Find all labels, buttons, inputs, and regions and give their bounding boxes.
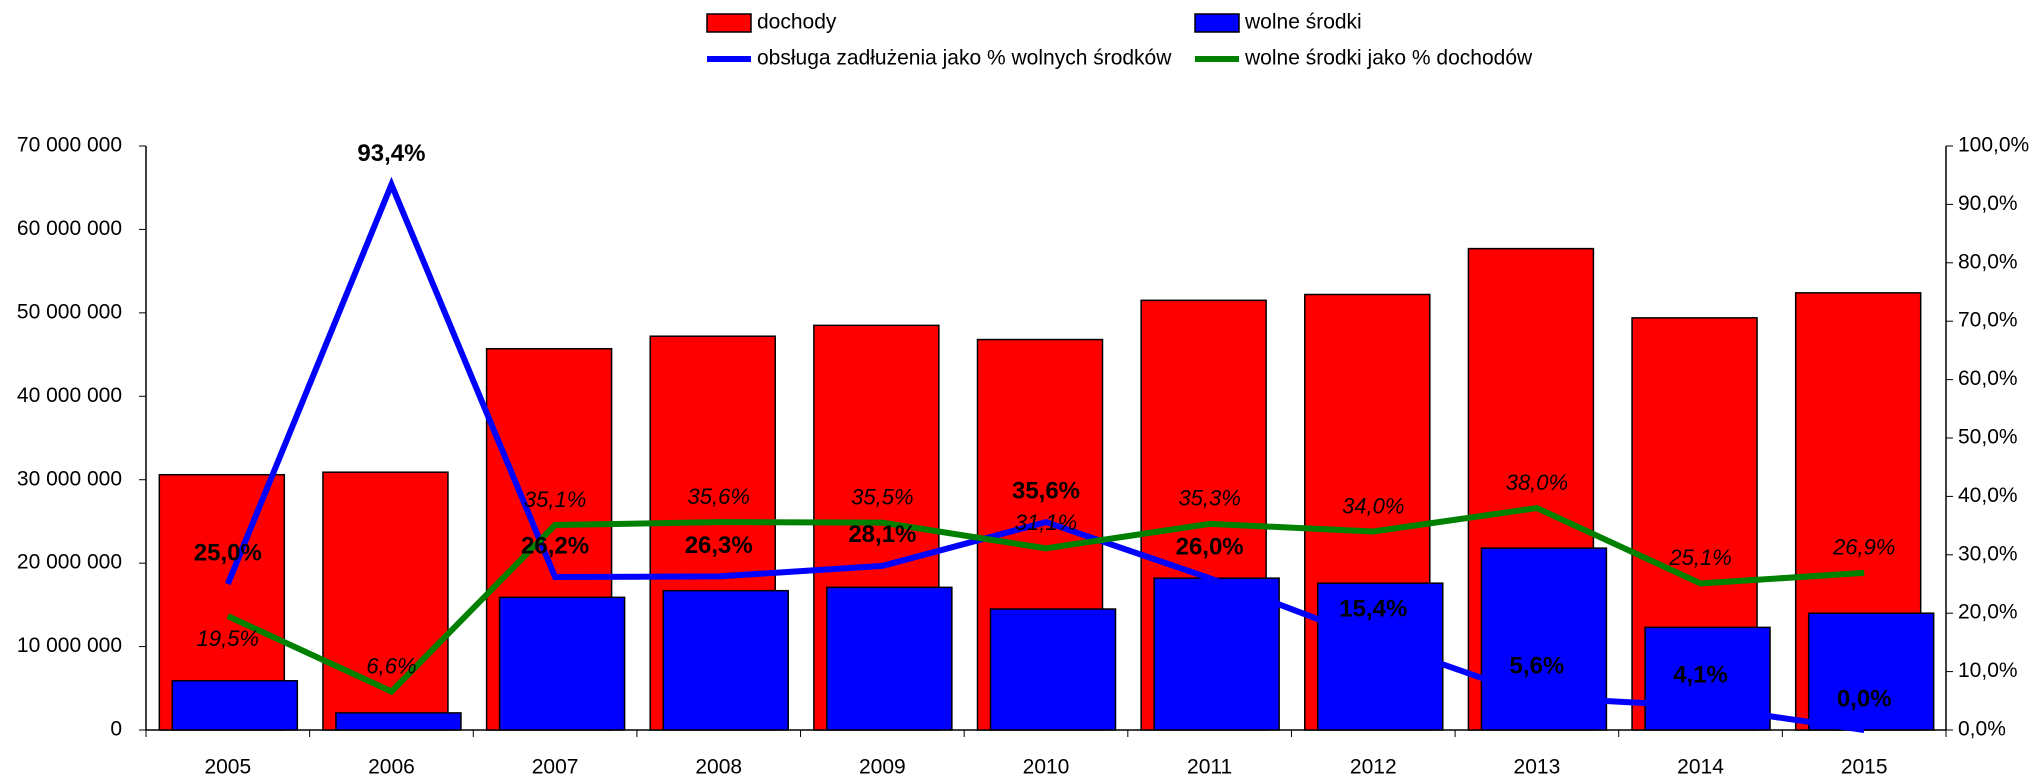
- data-label: 26,0%: [1176, 534, 1244, 561]
- data-label: 25,0%: [194, 539, 262, 566]
- data-label: 35,6%: [1012, 477, 1080, 504]
- legend-swatch: [706, 13, 752, 33]
- bar: [171, 680, 299, 731]
- legend-label: wolne środki jako % dochodów: [1244, 47, 1533, 70]
- y2-tick-label: 70,0%: [1958, 309, 2018, 332]
- y-tick-label: 60 000 000: [17, 217, 122, 240]
- bar: [662, 589, 789, 731]
- x-tick-label: 2014: [1677, 756, 1724, 779]
- bar: [498, 596, 626, 731]
- y2-tick-label: 80,0%: [1958, 250, 2018, 273]
- data-label: 6,6%: [366, 653, 416, 678]
- data-label: 5,6%: [1510, 653, 1565, 680]
- y2-tick-label: 90,0%: [1958, 192, 2018, 215]
- legend-label: wolne środki: [1244, 11, 1362, 34]
- y2-tick-label: 40,0%: [1958, 484, 2018, 507]
- bar: [335, 712, 462, 731]
- x-tick-label: 2007: [532, 756, 579, 779]
- y2-tick-label: 50,0%: [1958, 426, 2018, 449]
- y-tick-label: 20 000 000: [17, 551, 122, 574]
- y2-tick-label: 100,0%: [1958, 134, 2029, 157]
- data-label: 35,5%: [851, 484, 913, 509]
- bar: [1807, 612, 1935, 731]
- data-label: 38,0%: [1506, 470, 1568, 495]
- y2-tick-label: 20,0%: [1958, 601, 2018, 624]
- line: [226, 504, 1865, 696]
- x-tick-label: 2010: [1023, 756, 1070, 779]
- data-label: 31,1%: [1015, 510, 1077, 535]
- x-tick-label: 2015: [1841, 756, 1888, 779]
- bar: [826, 586, 953, 731]
- y2-tick-label: 10,0%: [1958, 659, 2018, 682]
- y2-tick-label: 30,0%: [1958, 542, 2018, 565]
- x-tick-label: 2012: [1350, 756, 1397, 779]
- y2-tick-label: 60,0%: [1958, 367, 2018, 390]
- x-tick-label: 2006: [368, 756, 415, 779]
- data-label: 26,3%: [685, 532, 753, 559]
- data-label: 19,5%: [197, 626, 259, 651]
- bar: [1153, 577, 1280, 731]
- x-tick-label: 2005: [204, 756, 251, 779]
- y-tick-label: 10 000 000: [17, 634, 122, 657]
- legend-swatch: [1194, 13, 1240, 33]
- data-label: 35,3%: [1178, 486, 1240, 511]
- data-label: 28,1%: [848, 521, 916, 548]
- y2-tick-label: 0,0%: [1958, 718, 2006, 741]
- data-label: 25,1%: [1668, 545, 1731, 570]
- data-label: 26,2%: [521, 532, 589, 559]
- x-tick-label: 2011: [1187, 756, 1232, 779]
- data-label: 4,1%: [1673, 661, 1728, 688]
- x-tick-label: 2013: [1514, 756, 1561, 779]
- data-label: 34,0%: [1342, 493, 1404, 518]
- line: [225, 176, 1865, 733]
- legend-label: dochody: [757, 11, 837, 34]
- y-tick-label: 70 000 000: [17, 134, 122, 157]
- data-label: 35,6%: [688, 484, 750, 509]
- x-tick-label: 2009: [859, 756, 906, 779]
- bar: [989, 608, 1117, 731]
- data-label: 35,1%: [524, 487, 586, 512]
- legend-label: obsługa zadłużenia jako % wolnych środkó…: [757, 47, 1172, 70]
- data-label: 0,0%: [1837, 685, 1892, 712]
- x-tick-label: 2008: [695, 756, 742, 779]
- y-tick-label: 30 000 000: [17, 467, 122, 490]
- data-label: 93,4%: [357, 140, 425, 167]
- y-tick-label: 0: [110, 718, 122, 741]
- data-label: 26,9%: [1832, 535, 1895, 560]
- y-tick-label: 40 000 000: [17, 384, 122, 407]
- y-tick-label: 50 000 000: [17, 300, 122, 323]
- data-label: 15,4%: [1339, 595, 1407, 622]
